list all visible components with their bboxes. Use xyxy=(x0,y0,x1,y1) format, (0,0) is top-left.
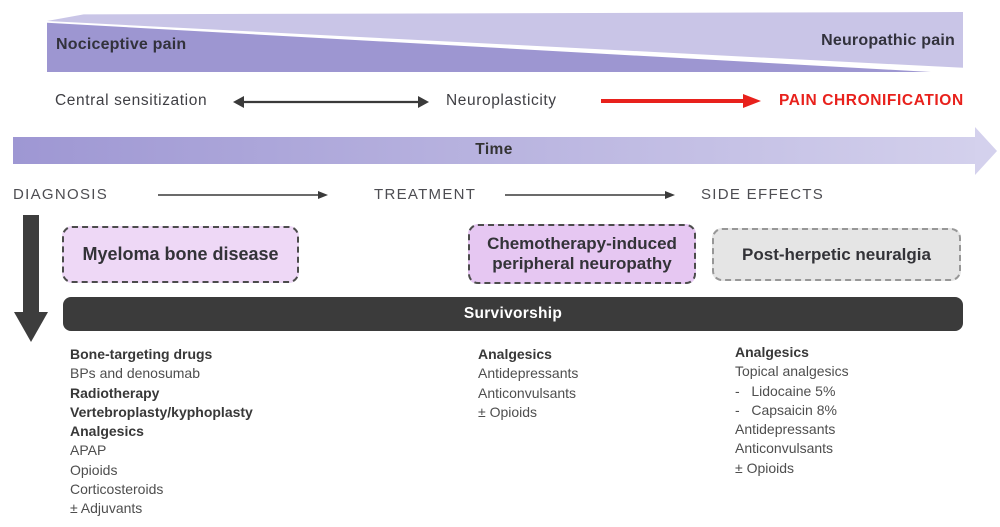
list-item: Corticosteroids xyxy=(70,481,164,498)
survivorship-label: Survivorship xyxy=(463,305,563,322)
neuropathic-pain-label: Neuropathic pain xyxy=(821,32,955,49)
diagnosis-treatments-list: Bone-targeting drugs BPs and denosumab R… xyxy=(70,345,253,519)
list-item: Radiotherapy xyxy=(70,384,160,401)
list-item: - Capsaicin 8% xyxy=(735,401,837,418)
list-item: BPs and denosumab xyxy=(70,365,200,382)
timeline-down-arrow xyxy=(14,215,48,342)
time-label: Time xyxy=(475,141,513,158)
list-item: Bone-targeting drugs xyxy=(70,346,213,362)
treatment-to-sideeffects-arrow xyxy=(505,191,675,199)
time-arrow xyxy=(13,127,997,175)
list-item: ± Opioids xyxy=(735,459,795,476)
list-item: Opioids xyxy=(70,461,118,478)
nociceptive-pain-label: Nociceptive pain xyxy=(56,36,187,53)
post-herpetic-neuralgia-label: Post-herpetic neuralgia xyxy=(742,244,931,264)
post-herpetic-neuralgia-box: Post-herpetic neuralgia xyxy=(712,228,961,281)
list-item: - Lidocaine 5% xyxy=(735,382,836,399)
side-effects-treatments-list: Analgesics Topical analgesics - Lidocain… xyxy=(735,343,849,478)
list-item: ± Opioids xyxy=(478,403,538,420)
list-item: Analgesics xyxy=(478,346,552,362)
list-item: APAP xyxy=(70,442,107,459)
diagnosis-to-treatment-arrow xyxy=(158,191,328,199)
myeloma-bone-disease-box: Myeloma bone disease xyxy=(62,226,299,283)
list-item: Antidepressants xyxy=(735,421,836,438)
myeloma-bone-disease-label: Myeloma bone disease xyxy=(82,244,279,264)
list-item: Analgesics xyxy=(70,423,144,440)
list-item: Anticonvulsants xyxy=(735,440,834,457)
chemo-induced-neuropathy-box: Chemotherapy-induced peripheral neuropat… xyxy=(468,224,696,284)
red-arrow xyxy=(601,94,761,108)
stage-side-effects-label: SIDE EFFECTS xyxy=(701,186,825,203)
double-headed-arrow xyxy=(233,96,429,108)
neuroplasticity-label: Neuroplasticity xyxy=(446,92,557,109)
stage-treatment-label: TREATMENT xyxy=(374,186,477,203)
list-item: Antidepressants xyxy=(478,365,579,382)
pain-type-gradient: Nociceptive pain Neuropathic pain xyxy=(47,12,963,72)
pain-chronification-label: PAIN CHRONIFICATION xyxy=(779,92,964,109)
stage-diagnosis-label: DIAGNOSIS xyxy=(13,186,109,203)
list-item: Anticonvulsants xyxy=(478,384,577,401)
list-item: Topical analgesics xyxy=(735,363,849,380)
central-sensitization-label: Central sensitization xyxy=(55,92,208,109)
list-item: Vertebroplasty/kyphoplasty xyxy=(70,403,253,420)
survivorship-bar: Survivorship xyxy=(63,297,963,331)
treatment-treatments-list: Analgesics Antidepressants Anticonvulsan… xyxy=(478,345,578,422)
list-item: Analgesics xyxy=(735,344,809,360)
list-item: ± Adjuvants xyxy=(70,500,143,517)
chemo-induced-neuropathy-label: Chemotherapy-induced peripheral neuropat… xyxy=(487,233,677,273)
